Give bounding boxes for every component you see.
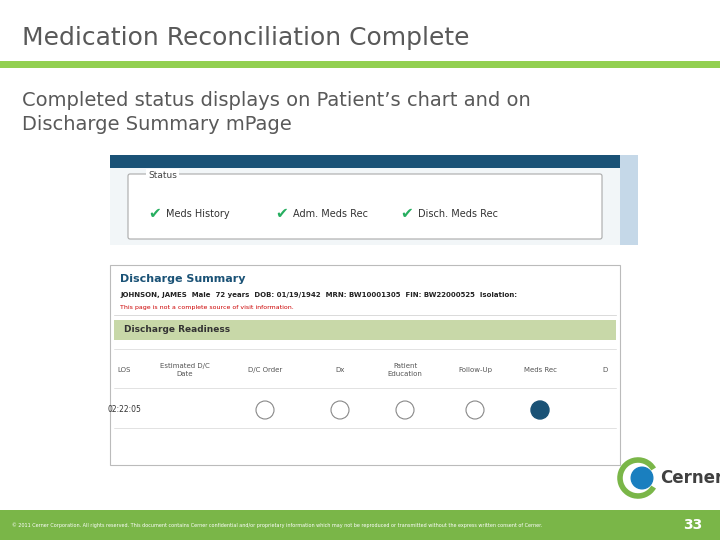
Text: Meds Rec: Meds Rec (523, 367, 557, 373)
Text: JOHNSON, JAMES  Male  72 years  DOB: 01/19/1942  MRN: BW10001305  FIN: BW2200052: JOHNSON, JAMES Male 72 years DOB: 01/19/… (120, 292, 517, 298)
Bar (0, 61, 720, 68)
Text: Discharge Summary: Discharge Summary (120, 274, 246, 284)
Text: Dx: Dx (336, 367, 345, 373)
Text: Estimated D/C
Date: Estimated D/C Date (160, 363, 210, 377)
Text: Completed status displays on Patient’s chart and on: Completed status displays on Patient’s c… (22, 91, 531, 110)
Text: Adm. Meds Rec: Adm. Meds Rec (293, 209, 368, 219)
Text: 02:22:05: 02:22:05 (107, 406, 141, 415)
Text: ✔: ✔ (400, 206, 413, 221)
Text: Disch. Meds Rec: Disch. Meds Rec (418, 209, 498, 219)
Bar (114, 320, 616, 340)
Text: Medication Reconciliation Complete: Medication Reconciliation Complete (22, 26, 469, 50)
FancyBboxPatch shape (128, 174, 602, 239)
Text: ✔: ✔ (275, 206, 288, 221)
Text: Cerner: Cerner (660, 469, 720, 487)
Bar (110, 155, 620, 168)
Text: ✔: ✔ (148, 206, 161, 221)
Text: This page is not a complete source of visit information.: This page is not a complete source of vi… (120, 305, 294, 309)
Text: Follow-Up: Follow-Up (458, 367, 492, 373)
Bar (110, 265, 620, 465)
Text: Meds History: Meds History (166, 209, 230, 219)
Circle shape (631, 467, 653, 489)
Text: 33: 33 (683, 518, 702, 532)
Circle shape (531, 401, 549, 419)
Text: Discharge Readiness: Discharge Readiness (124, 326, 230, 334)
Bar (620, 155, 638, 245)
Bar (0, 510, 720, 540)
Text: LOS: LOS (117, 367, 131, 373)
Text: Patient
Education: Patient Education (387, 363, 423, 377)
Text: Discharge Summary mPage: Discharge Summary mPage (22, 116, 292, 134)
Bar (110, 168, 620, 245)
Text: © 2011 Cerner Corporation. All rights reserved. This document contains Cerner co: © 2011 Cerner Corporation. All rights re… (12, 522, 542, 528)
Text: D: D (603, 367, 608, 373)
Text: Status: Status (148, 172, 177, 180)
Text: D/C Order: D/C Order (248, 367, 282, 373)
